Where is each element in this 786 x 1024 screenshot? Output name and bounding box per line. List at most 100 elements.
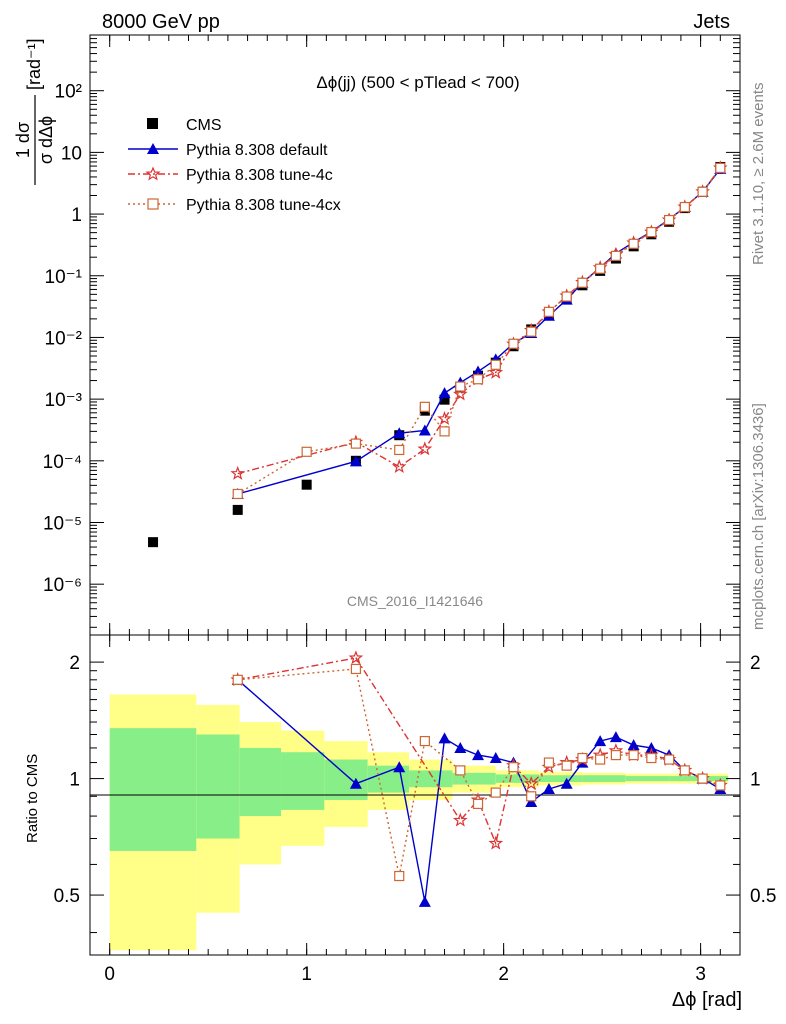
data-point [349,455,362,467]
data-point [455,381,466,392]
top-series [148,160,728,548]
data-point [232,488,243,500]
data-point [348,650,364,665]
ratio-series [230,650,728,907]
data-point [489,752,502,764]
data-point [472,374,484,385]
ratio-tick-label-right: 2 [750,653,761,674]
data-point [393,761,406,773]
legend-marker-tune4cx [147,198,159,210]
band-inner [539,775,583,782]
data-point [560,777,573,789]
band-inner [409,770,453,788]
data-point [301,446,312,457]
plot-title: Δϕ(jj) (500 < pTlead < 700) [316,73,519,92]
data-point [301,479,312,490]
ylabel-denominator: σ dΔϕ [36,116,56,164]
data-point [490,359,501,370]
data-point [594,735,607,747]
ratio-tick-label-right: 0.5 [750,886,776,907]
data-point [577,752,588,764]
data-point [419,735,430,747]
data-point [391,459,407,474]
side-text-bottom: mcplots.cern.ch [arXiv:1306.3436] [750,403,767,630]
band-inner [625,776,670,782]
legend-label-default: Pythia 8.308 default [186,142,328,159]
data-point [437,411,452,426]
y-tick-label: 10⁻³ [45,390,83,411]
data-point [697,186,708,197]
ratio-tick-label: 1 [69,770,80,791]
series-line [237,167,721,495]
ratio-uncertainty-bands [109,694,729,951]
data-point [490,787,501,798]
y-tick-label: 1 [71,205,82,226]
data-point [508,762,519,773]
data-point [525,795,538,807]
data-point [452,386,468,401]
data-point [645,741,658,753]
data-point [543,757,555,768]
data-point [526,791,537,802]
data-point [523,775,539,791]
watermark: CMS_2016_I1421646 [347,593,483,609]
x-tick-label: 2 [498,964,509,985]
y-tick-label: 10⁻¹ [45,267,83,288]
y-tick-label: 10⁻⁵ [43,513,82,534]
legend: CMS Pythia 8.308 default Pythia 8.308 tu… [128,117,341,214]
data-point [439,394,450,405]
data-point [577,277,588,288]
data-point [472,798,484,810]
band-inner [281,752,325,810]
data-point [715,162,726,174]
data-point [349,777,362,789]
data-point [627,739,640,751]
y-tick-label: 10 [61,143,82,164]
data-point [439,426,450,437]
band-inner [196,734,240,839]
y-tick-label: 10⁻⁶ [43,575,82,596]
data-point [418,424,431,436]
data-point [438,732,451,744]
legend-label-tune4c: Pythia 8.308 tune-4c [186,167,333,184]
data-point [452,812,468,827]
header-right: Jets [693,11,730,33]
data-point [663,214,675,226]
x-axis-label: Δϕ [rad] [672,989,742,1011]
side-text-top: Rivet 3.1.10, ≥ 2.6M events [750,83,767,266]
y-axis-label-ratio: Ratio to CMS [24,754,41,843]
data-point [595,263,606,274]
data-point [488,364,504,379]
x-tick-label: 1 [301,964,312,985]
data-point [646,227,657,238]
data-point [393,427,406,439]
legend-item-tune4c: Pythia 8.308 tune-4c [128,166,333,184]
data-point [542,782,555,794]
data-point [394,870,405,882]
legend-marker-tune4c [145,166,161,181]
ratio-tick-label-right: 1 [750,770,761,791]
data-point [455,765,466,776]
header-left: 8000 GeV pp [102,11,220,33]
data-point [230,465,246,480]
legend-item-tune4cx: Pythia 8.308 tune-4cx [128,197,341,214]
data-point [679,201,690,213]
data-point [561,291,572,302]
data-point [232,504,243,515]
series-line [237,168,721,495]
legend-item-default: Pythia 8.308 default [128,142,328,159]
data-point [394,444,405,456]
data-point [350,438,362,449]
ratio-tick-label: 0.5 [54,886,80,907]
data-point [561,760,572,771]
data-point [417,441,433,456]
data-point [543,306,555,317]
data-point [418,895,431,907]
data-point [628,238,639,249]
data-point [679,765,690,776]
legend-item-cms: CMS [147,117,222,134]
y-axis-label-top: 1 dσ σ dΔϕ [rad⁻¹] [13,38,56,185]
band-inner [495,774,540,783]
y-tick-label: 10⁻⁴ [43,452,82,473]
